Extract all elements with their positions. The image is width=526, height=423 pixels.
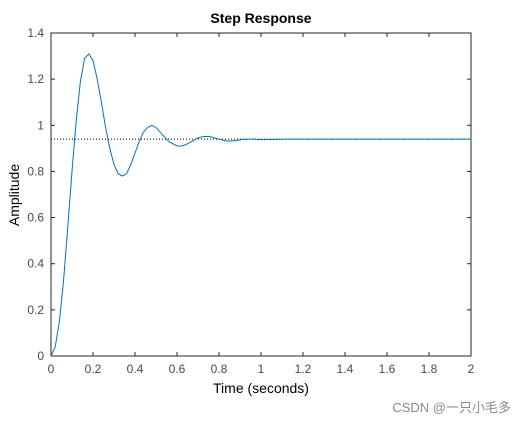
x-tick-label: 1 — [258, 362, 265, 376]
y-tick-label: 0.6 — [27, 211, 44, 225]
x-tick-label: 0.4 — [127, 362, 144, 376]
y-ticks — [51, 32, 471, 357]
y-tick-labels: 0 0.2 0.4 0.6 0.8 1 1.2 1.4 — [27, 26, 44, 363]
x-tick-labels: 0 0.2 0.4 0.6 0.8 1 1.2 1.4 1.6 1.8 2 — [48, 362, 475, 376]
y-tick-label: 1 — [37, 118, 44, 132]
x-axis-label: Time (seconds) — [213, 380, 309, 396]
x-tick-label: 1.4 — [337, 362, 354, 376]
y-tick-label: 0.8 — [27, 164, 44, 178]
watermark: CSDN @一只小毛多 — [392, 400, 511, 415]
y-tick-label: 1.4 — [27, 26, 44, 40]
y-axis-label: Amplitude — [6, 164, 22, 226]
x-tick-label: 1.8 — [421, 362, 438, 376]
y-tick-label: 0.2 — [27, 303, 44, 317]
y-tick-label: 1.2 — [27, 72, 44, 86]
x-tick-label: 0.6 — [169, 362, 186, 376]
x-tick-label: 2 — [468, 362, 475, 376]
y-tick-label: 0 — [37, 349, 44, 363]
y-tick-label: 0.4 — [27, 257, 44, 271]
plot-area: 0 0.2 0.4 0.6 0.8 1 1.2 1.4 1.6 1.8 2 0 0.2 0.4 0.6 0.… — [27, 26, 474, 376]
x-tick-label: 0.2 — [85, 362, 102, 376]
x-tick-label: 1.2 — [295, 362, 312, 376]
x-tick-label: 1.6 — [379, 362, 396, 376]
x-ticks — [50, 33, 472, 356]
x-tick-label: 0.8 — [211, 362, 228, 376]
step-response-line — [50, 52, 471, 357]
chart-title: Step Response — [210, 10, 311, 26]
axes-box — [50, 32, 472, 357]
x-tick-label: 0 — [48, 362, 55, 376]
